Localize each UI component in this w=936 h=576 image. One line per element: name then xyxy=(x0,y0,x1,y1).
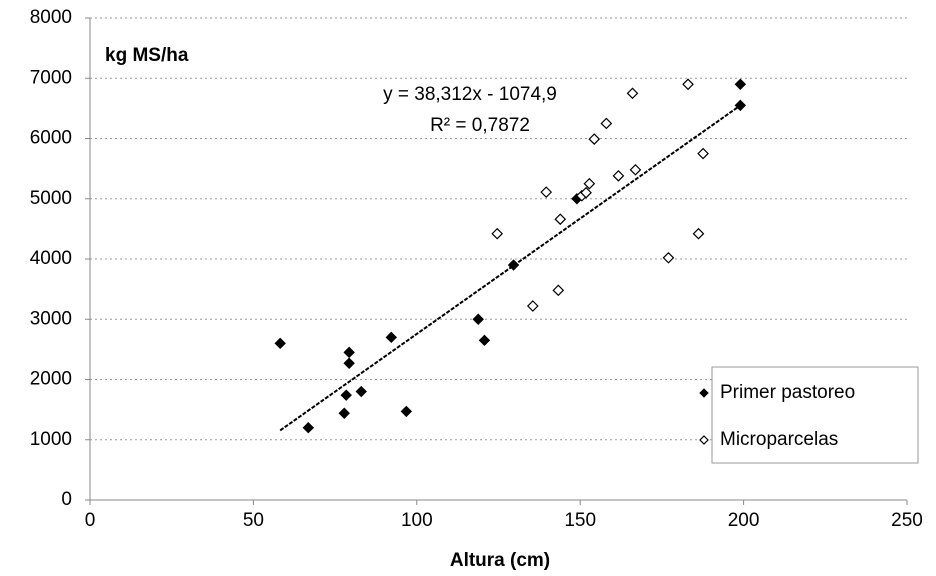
y-tick-label: 4000 xyxy=(30,248,72,269)
legend-box xyxy=(711,366,919,464)
y-axis-label: kg MS/ha xyxy=(105,45,189,66)
x-tick-label: 150 xyxy=(564,510,596,531)
trend-r2: R² = 0,7872 xyxy=(430,115,530,136)
data-point xyxy=(491,227,504,240)
legend-label: Microparcelas xyxy=(720,429,838,450)
data-point xyxy=(612,170,625,182)
x-axis-label: Altura (cm) xyxy=(450,550,550,571)
x-tick-label: 250 xyxy=(891,510,923,531)
data-point xyxy=(507,259,520,271)
data-point xyxy=(385,331,398,344)
y-tick-label: 7000 xyxy=(30,67,72,88)
data-point xyxy=(343,357,355,369)
x-tick-label: 0 xyxy=(85,510,96,531)
data-point xyxy=(554,213,567,226)
data-point xyxy=(478,334,491,347)
data-point xyxy=(626,87,639,100)
x-tick-label: 50 xyxy=(243,510,264,531)
y-tick-label: 8000 xyxy=(30,7,72,28)
y-tick-label: 1000 xyxy=(30,429,72,450)
legend-marker xyxy=(699,388,709,398)
data-point xyxy=(552,284,565,297)
data-point xyxy=(400,405,413,418)
y-tick-label: 6000 xyxy=(30,128,72,149)
y-tick-label: 2000 xyxy=(30,369,72,390)
data-point xyxy=(600,117,613,130)
data-point xyxy=(338,407,350,419)
data-point xyxy=(526,300,539,312)
y-tick-label: 5000 xyxy=(30,188,72,209)
y-tick-label: 0 xyxy=(61,489,72,510)
data-point xyxy=(302,421,315,434)
x-tick-label: 200 xyxy=(728,510,760,531)
data-point xyxy=(274,337,286,350)
data-point xyxy=(629,163,642,176)
data-point xyxy=(355,385,367,398)
data-point xyxy=(682,78,694,91)
data-point xyxy=(472,313,484,325)
data-point xyxy=(734,78,747,90)
data-point xyxy=(343,346,355,359)
trendline xyxy=(279,104,741,432)
data-point xyxy=(588,133,601,145)
x-tick-label: 100 xyxy=(401,510,433,531)
data-point xyxy=(697,147,709,160)
data-point xyxy=(692,227,705,240)
legend-label: Primer pastoreo xyxy=(720,382,855,403)
data-point xyxy=(583,177,596,190)
data-point xyxy=(734,99,747,112)
legend-marker xyxy=(699,435,709,445)
data-point xyxy=(340,389,352,401)
data-point xyxy=(540,186,553,198)
data-point xyxy=(662,251,675,264)
data-point xyxy=(580,186,592,199)
trend-equation: y = 38,312x - 1074,9 xyxy=(383,84,557,105)
y-tick-label: 3000 xyxy=(30,308,72,329)
